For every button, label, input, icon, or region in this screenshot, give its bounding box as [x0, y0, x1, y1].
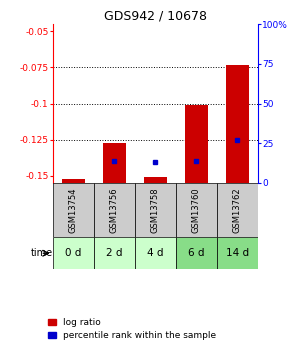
- Bar: [135, 183, 176, 237]
- Text: GSM13760: GSM13760: [192, 187, 201, 233]
- Bar: [176, 183, 217, 237]
- Bar: [103, 142, 125, 183]
- Text: GSM13754: GSM13754: [69, 187, 78, 233]
- Bar: [144, 177, 166, 183]
- Title: GDS942 / 10678: GDS942 / 10678: [104, 10, 207, 23]
- Bar: [53, 183, 94, 237]
- Text: GSM13756: GSM13756: [110, 187, 119, 233]
- Bar: [94, 237, 135, 269]
- Text: 0 d: 0 d: [65, 248, 81, 258]
- Text: 14 d: 14 d: [226, 248, 249, 258]
- Text: 2 d: 2 d: [106, 248, 122, 258]
- Text: time: time: [30, 248, 53, 258]
- Legend: log ratio, percentile rank within the sample: log ratio, percentile rank within the sa…: [48, 318, 216, 341]
- Bar: [226, 65, 248, 183]
- Text: 4 d: 4 d: [147, 248, 163, 258]
- Bar: [217, 237, 258, 269]
- Text: GSM13758: GSM13758: [151, 187, 160, 233]
- Bar: [94, 183, 135, 237]
- Bar: [62, 179, 84, 183]
- Bar: [135, 237, 176, 269]
- Text: GSM13762: GSM13762: [233, 187, 242, 233]
- Bar: [176, 237, 217, 269]
- Bar: [185, 105, 207, 183]
- Text: 6 d: 6 d: [188, 248, 205, 258]
- Bar: [217, 183, 258, 237]
- Bar: [53, 237, 94, 269]
